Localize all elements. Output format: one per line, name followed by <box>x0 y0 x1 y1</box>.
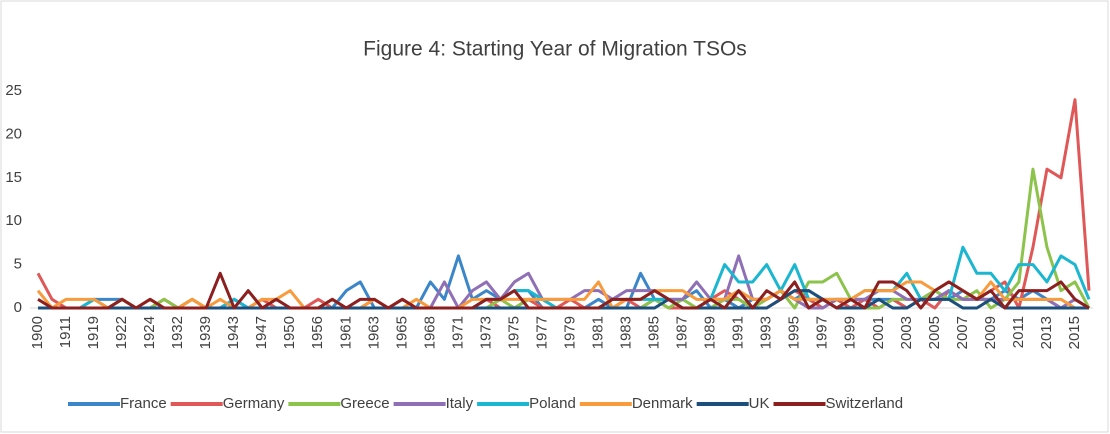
x-tick-label: 1993 <box>758 316 775 349</box>
x-tick-label: 2013 <box>1038 316 1055 349</box>
legend-label: Germany <box>223 395 285 412</box>
x-tick-label: 1947 <box>253 316 270 349</box>
series-line <box>36 280 1089 310</box>
x-tick-label: 1999 <box>842 316 859 349</box>
x-tick-label: 1968 <box>421 316 438 349</box>
x-tick-label: 1939 <box>197 316 214 349</box>
x-tick-label: 1924 <box>141 316 158 349</box>
x-tick-label: 1943 <box>225 316 242 349</box>
x-tick-label: 1977 <box>533 316 550 349</box>
x-tick-label: 2015 <box>1066 316 1083 349</box>
x-tick-label: 1975 <box>505 316 522 349</box>
x-tick-label: 1971 <box>449 316 466 349</box>
legend-label: Poland <box>529 395 576 412</box>
legend-label: Switzerland <box>826 395 904 412</box>
x-tick-label: 2007 <box>954 316 971 349</box>
y-tick-label: 10 <box>5 212 22 229</box>
y-tick-label: 20 <box>5 125 22 142</box>
x-tick-label: 1963 <box>365 316 382 349</box>
x-tick-label: 1932 <box>169 316 186 349</box>
y-tick-label: 5 <box>14 256 22 273</box>
x-tick-label: 1956 <box>309 316 326 349</box>
legend-label: Greece <box>340 395 389 412</box>
x-tick-label: 1973 <box>477 316 494 349</box>
x-tick-label: 2009 <box>982 316 999 349</box>
y-tick-label: 15 <box>5 169 22 186</box>
x-tick-label: 1985 <box>646 316 663 349</box>
x-tick-label: 1919 <box>85 316 102 349</box>
x-tick-label: 1950 <box>281 316 298 349</box>
legend-label: UK <box>749 395 770 412</box>
x-tick-label: 1987 <box>674 316 691 349</box>
legend-label: Italy <box>446 395 474 412</box>
x-tick-label: 1900 <box>29 316 46 349</box>
legend-label: France <box>120 395 167 412</box>
y-tick-label: 0 <box>14 299 22 316</box>
x-tick-label: 1981 <box>590 316 607 349</box>
x-tick-label: 1922 <box>113 316 130 349</box>
x-tick-label: 2011 <box>1010 316 1027 348</box>
x-tick-label: 1965 <box>393 316 410 349</box>
x-tick-label: 1991 <box>730 316 747 349</box>
x-tick-label: 2001 <box>870 316 887 349</box>
x-tick-label: 1979 <box>561 316 578 349</box>
series-line <box>37 271 1090 310</box>
x-tick-label: 1911 <box>57 316 74 348</box>
y-tick-label: 25 <box>5 82 22 99</box>
x-tick-label: 2005 <box>926 316 943 349</box>
x-tick-label: 1961 <box>337 316 354 349</box>
x-tick-label: 1983 <box>618 316 635 349</box>
legend-label: Denmark <box>632 395 693 412</box>
chart-title: Figure 4: Starting Year of Migration TSO… <box>363 38 747 61</box>
x-tick-label: 1995 <box>786 316 803 349</box>
x-tick-label: 2003 <box>898 316 915 349</box>
x-tick-label: 1997 <box>814 316 831 349</box>
x-tick-label: 1989 <box>702 316 719 349</box>
